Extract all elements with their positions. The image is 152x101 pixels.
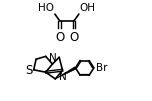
Text: N: N: [59, 72, 67, 82]
Text: OH: OH: [80, 3, 96, 13]
Text: HO: HO: [38, 3, 54, 13]
Text: O: O: [69, 31, 79, 44]
Text: N: N: [49, 53, 57, 63]
Polygon shape: [55, 67, 76, 79]
Text: O: O: [55, 31, 64, 44]
Text: Br: Br: [96, 63, 107, 73]
Text: S: S: [25, 64, 32, 77]
